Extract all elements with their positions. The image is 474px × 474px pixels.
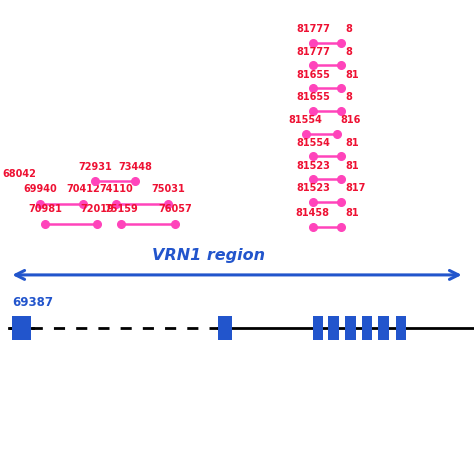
Bar bbox=[218, 316, 232, 340]
Bar bbox=[362, 316, 372, 340]
Text: 70981: 70981 bbox=[28, 204, 62, 214]
Text: 72019: 72019 bbox=[80, 204, 114, 214]
Bar bbox=[378, 316, 389, 340]
Text: 69387: 69387 bbox=[12, 296, 53, 309]
Bar bbox=[328, 316, 339, 340]
Text: 81: 81 bbox=[345, 208, 359, 218]
Text: 75159: 75159 bbox=[104, 204, 138, 214]
Text: 68042: 68042 bbox=[2, 169, 36, 179]
Text: 70412: 70412 bbox=[66, 184, 100, 194]
Text: 81: 81 bbox=[345, 138, 359, 148]
Text: VRN1 region: VRN1 region bbox=[152, 248, 265, 263]
Text: 8: 8 bbox=[345, 92, 352, 102]
Text: 81777: 81777 bbox=[296, 47, 330, 57]
Bar bbox=[396, 316, 406, 340]
Text: 74110: 74110 bbox=[99, 184, 133, 194]
Text: 81458: 81458 bbox=[296, 208, 330, 218]
Bar bbox=[345, 316, 356, 340]
Text: 81554: 81554 bbox=[289, 115, 323, 125]
Text: 81655: 81655 bbox=[296, 70, 330, 80]
Text: 69940: 69940 bbox=[23, 184, 57, 194]
Bar bbox=[313, 316, 323, 340]
Text: 8: 8 bbox=[345, 24, 352, 34]
Text: 72931: 72931 bbox=[78, 162, 112, 172]
Text: 81523: 81523 bbox=[296, 161, 330, 171]
Text: 81523: 81523 bbox=[296, 183, 330, 193]
Text: 817: 817 bbox=[345, 183, 365, 193]
Text: 81777: 81777 bbox=[296, 24, 330, 34]
Text: 75031: 75031 bbox=[151, 184, 185, 194]
Bar bbox=[12, 316, 31, 340]
Text: 81: 81 bbox=[345, 70, 359, 80]
Text: 8: 8 bbox=[345, 47, 352, 57]
Text: 81655: 81655 bbox=[296, 92, 330, 102]
Text: 81: 81 bbox=[345, 161, 359, 171]
Text: 81554: 81554 bbox=[296, 138, 330, 148]
Text: 816: 816 bbox=[340, 115, 361, 125]
Text: 73448: 73448 bbox=[118, 162, 152, 172]
Text: 76057: 76057 bbox=[158, 204, 192, 214]
